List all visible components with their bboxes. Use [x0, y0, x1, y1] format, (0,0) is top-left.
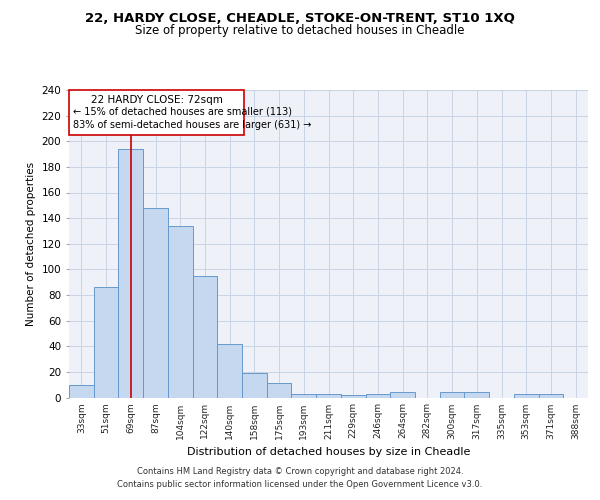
Bar [118, 149, 143, 398]
Bar [94, 288, 118, 398]
Text: Contains HM Land Registry data © Crown copyright and database right 2024.: Contains HM Land Registry data © Crown c… [137, 467, 463, 476]
Text: Size of property relative to detached houses in Cheadle: Size of property relative to detached ho… [135, 24, 465, 37]
Bar [341, 395, 365, 398]
Text: 22 HARDY CLOSE: 72sqm: 22 HARDY CLOSE: 72sqm [91, 95, 223, 106]
Y-axis label: Number of detached properties: Number of detached properties [26, 162, 36, 326]
Text: Contains public sector information licensed under the Open Government Licence v3: Contains public sector information licen… [118, 480, 482, 489]
FancyBboxPatch shape [69, 90, 244, 135]
Bar [292, 394, 316, 398]
X-axis label: Distribution of detached houses by size in Cheadle: Distribution of detached houses by size … [187, 447, 470, 457]
Bar [539, 394, 563, 398]
Text: 83% of semi-detached houses are larger (631) →: 83% of semi-detached houses are larger (… [73, 120, 311, 130]
Bar [365, 394, 390, 398]
Bar [217, 344, 242, 398]
Bar [440, 392, 464, 398]
Bar [168, 226, 193, 398]
Bar [267, 384, 292, 398]
Text: 22, HARDY CLOSE, CHEADLE, STOKE-ON-TRENT, ST10 1XQ: 22, HARDY CLOSE, CHEADLE, STOKE-ON-TRENT… [85, 12, 515, 26]
Bar [193, 276, 217, 398]
Text: ← 15% of detached houses are smaller (113): ← 15% of detached houses are smaller (11… [73, 107, 292, 117]
Bar [143, 208, 168, 398]
Bar [390, 392, 415, 398]
Bar [316, 394, 341, 398]
Bar [242, 373, 267, 398]
Bar [464, 392, 489, 398]
Bar [514, 394, 539, 398]
Bar [69, 384, 94, 398]
